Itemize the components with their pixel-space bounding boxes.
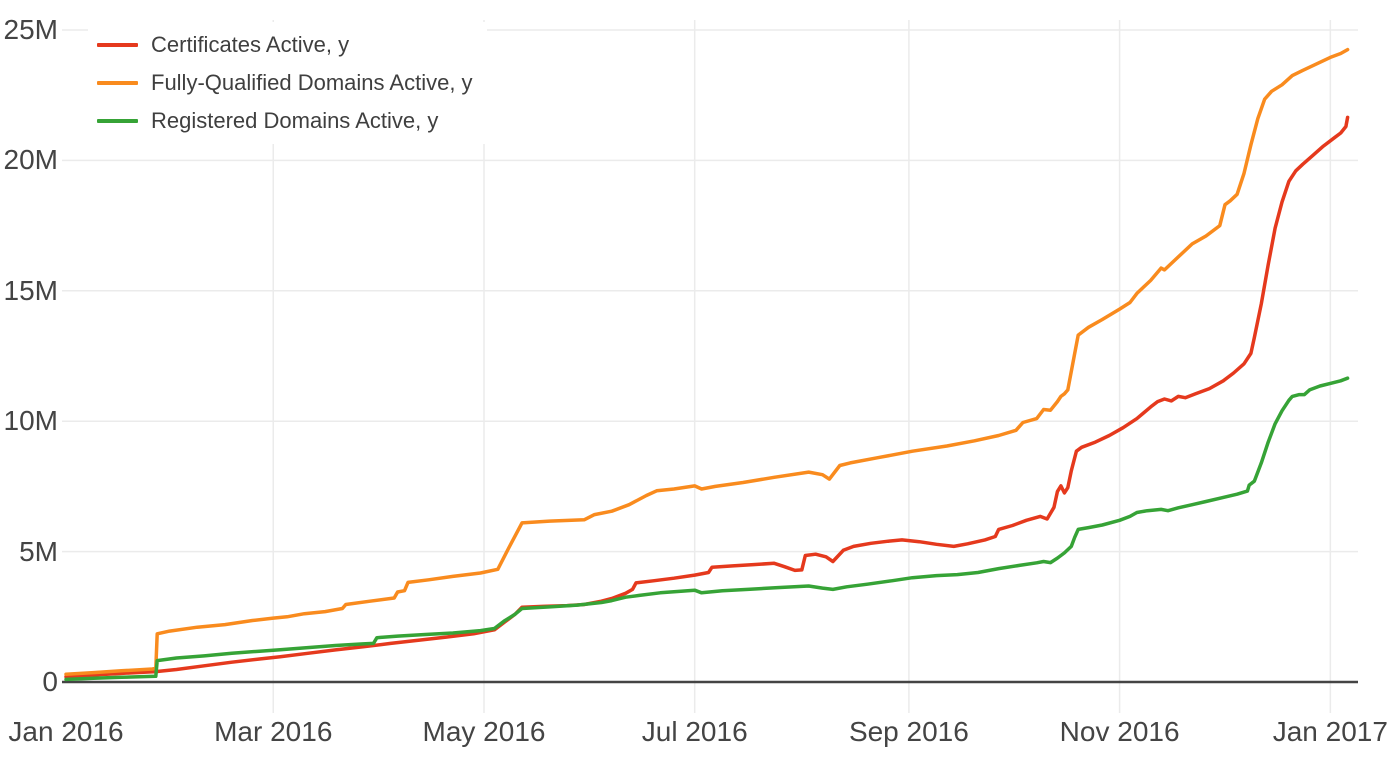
y-tick-label: 0	[42, 666, 58, 697]
legend-item-fully-qualified-domains-active[interactable]: Fully-Qualified Domains Active, y	[97, 64, 473, 102]
legend-label-registered: Registered Domains Active, y	[151, 108, 439, 133]
y-tick-label: 5M	[19, 535, 58, 567]
x-tick-label: Jan 2016	[8, 716, 124, 747]
y-tick-label: 20M	[3, 144, 58, 176]
x-tick-label: Jan 2017	[1272, 716, 1388, 747]
legend-item-certificates-active[interactable]: Certificates Active, y	[97, 26, 473, 64]
y-tick-label: 10M	[3, 405, 58, 437]
x-tick-label: Sep 2016	[848, 716, 969, 747]
legend-line-swatch-registered	[97, 119, 138, 123]
legend-label-fqdn: Fully-Qualified Domains Active, y	[151, 70, 473, 95]
x-tick-label: May 2016	[422, 716, 546, 747]
legend: Certificates Active, y Fully-Qualified D…	[88, 22, 487, 144]
y-tick-label: 25M	[3, 14, 58, 45]
x-tick-label: Jul 2016	[641, 716, 748, 747]
legend-label-certificates: Certificates Active, y	[151, 32, 350, 57]
series-line-registered-domains-active-y	[64, 376, 1350, 682]
x-tick-label: Nov 2016	[1059, 716, 1180, 747]
legend-item-registered-domains-active[interactable]: Registered Domains Active, y	[97, 102, 473, 140]
legend-line-swatch-fqdn	[97, 81, 138, 85]
series-line-fully-qualified-domains-active-y	[64, 47, 1350, 676]
legend-line-swatch-certificates	[97, 43, 138, 47]
y-tick-label: 15M	[3, 274, 58, 306]
x-tick-label: Mar 2016	[214, 716, 333, 747]
